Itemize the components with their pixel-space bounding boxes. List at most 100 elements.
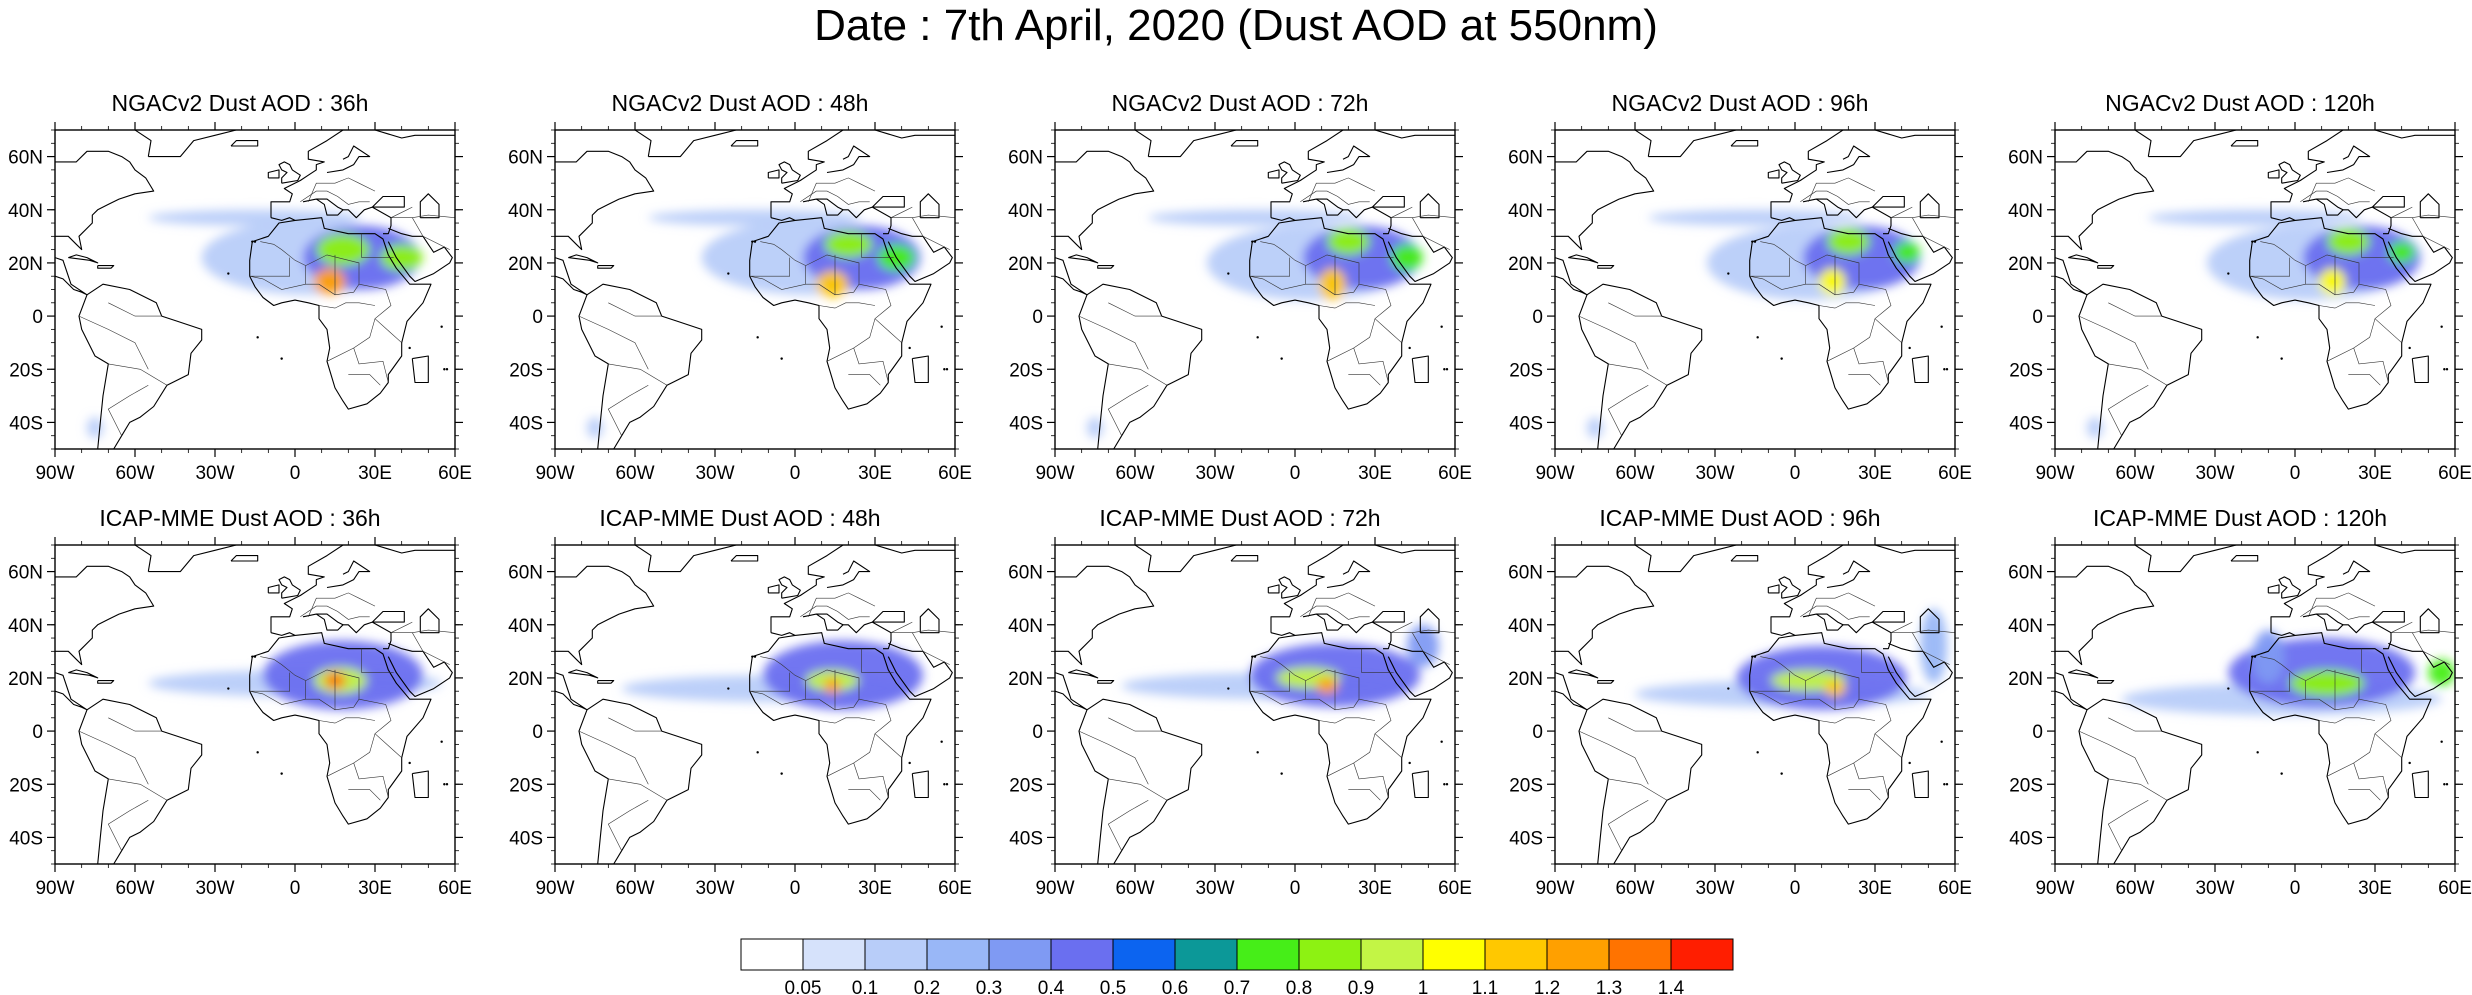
map-panel-ngacv2-48h: NGACv2 Dust AOD : 48h 60N 40N 20N 0 20S 40S 90W… — [508, 90, 972, 510]
lon-label: 90W — [1535, 463, 1574, 484]
panel-title: NGACv2 Dust AOD : 96h — [1611, 90, 1869, 116]
lat-label: 40N — [2008, 201, 2043, 222]
dust-plume — [1819, 268, 1846, 295]
lon-label: 60E — [938, 463, 972, 484]
map-panel-icap-mme-72h: ICAP-MME Dust AOD : 72h 60N 40N 20N 0 20S 40S 9… — [1008, 505, 1472, 925]
colorbar-label: 0.9 — [1348, 978, 1374, 995]
lat-label: 20N — [1008, 669, 1043, 690]
colorbar-label: 0.4 — [1038, 978, 1065, 995]
coastlines — [555, 545, 955, 864]
map-svg: 60N 40N 20N 0 20S 40S 90W 60W 30W 0 30E 60E — [508, 537, 972, 899]
colorbar-label: 0.6 — [1162, 978, 1188, 995]
lon-label: 30E — [358, 463, 392, 484]
map-svg: 60N 40N 20N 0 20S 40S 90W 60W 30W 0 30E 60E — [1008, 122, 1472, 484]
dust-plume — [824, 677, 841, 694]
lat-label: 0 — [2032, 307, 2043, 328]
lat-label: 60N — [8, 563, 43, 584]
lon-label: 60W — [1115, 878, 1154, 899]
panel-title: ICAP-MME Dust AOD : 72h — [1099, 505, 1381, 531]
colorbar-swatch — [1360, 938, 1424, 971]
lat-label: 40N — [8, 201, 43, 222]
dust-plume — [1391, 244, 1423, 271]
dust-plume — [2148, 209, 2362, 226]
lat-label: 40S — [509, 413, 543, 434]
lat-label: 60N — [508, 563, 543, 584]
lat-label: 20S — [2009, 360, 2043, 381]
lat-label: 40S — [2009, 828, 2043, 849]
colorbar-swatch — [1546, 938, 1610, 971]
lon-label: 30W — [195, 463, 234, 484]
dust-aod-field — [2121, 630, 2455, 716]
colorbar-swatch — [1112, 938, 1176, 971]
lon-label: 90W — [2035, 463, 2074, 484]
dust-plume — [380, 244, 423, 271]
lat-label: 0 — [1532, 722, 1543, 743]
lat-label: 0 — [532, 307, 543, 328]
lat-label: 20N — [2008, 254, 2043, 275]
lon-label: 30W — [1195, 878, 1234, 899]
map-svg: 60N 40N 20N 0 20S 40S 90W 60W 30W 0 30E 60E — [2008, 537, 2472, 899]
figure-title: Date : 7th April, 2020 (Dust AOD at 550n… — [814, 1, 1658, 50]
lon-label: 0 — [790, 463, 801, 484]
lon-label: 30W — [2195, 878, 2234, 899]
dust-plume — [2388, 241, 2415, 263]
lat-label: 20N — [1008, 254, 1043, 275]
colorbar-label: 0.05 — [785, 978, 822, 995]
coastlines — [55, 545, 455, 864]
colorbar-swatch — [1298, 938, 1362, 971]
dust-plume — [1407, 624, 1439, 668]
lat-label: 0 — [532, 722, 543, 743]
lon-label: 0 — [290, 878, 301, 899]
lat-label: 60N — [2008, 148, 2043, 169]
map-panel-icap-mme-96h: ICAP-MME Dust AOD : 96h 60N 40N 20N 0 20S 40S 9… — [1508, 505, 1972, 925]
lat-label: 40S — [1509, 413, 1543, 434]
lat-label: 60N — [508, 148, 543, 169]
lon-label: 30W — [695, 463, 734, 484]
lon-label: 60E — [2438, 463, 2472, 484]
coastlines — [2055, 545, 2455, 864]
dust-plume — [316, 233, 370, 266]
lat-label: 0 — [2032, 722, 2043, 743]
panel-title: ICAP-MME Dust AOD : 120h — [2093, 505, 2387, 531]
lat-label: 40N — [1008, 201, 1043, 222]
colorbar-swatch — [740, 938, 804, 971]
dust-plume — [2327, 228, 2370, 255]
colorbar-swatch — [988, 938, 1052, 971]
map-svg: 60N 40N 20N 0 20S 40S 90W 60W 30W 0 30E 60E — [1008, 537, 1472, 899]
coastlines — [1555, 545, 1955, 864]
lat-label: 0 — [32, 722, 43, 743]
lon-label: 0 — [1290, 463, 1301, 484]
colorbar-label: 1 — [1418, 978, 1429, 995]
colorbar-swatch — [1422, 938, 1486, 971]
lon-label: 60W — [1115, 463, 1154, 484]
panel-title: NGACv2 Dust AOD : 36h — [111, 90, 369, 116]
coastlines — [1555, 130, 1955, 449]
map-svg: 60N 40N 20N 0 20S 40S 90W 60W 30W 0 30E 60E — [1508, 537, 1972, 899]
lat-label: 0 — [32, 307, 43, 328]
panel-title: NGACv2 Dust AOD : 72h — [1111, 90, 1369, 116]
dust-plume — [648, 209, 862, 226]
lat-label: 20S — [509, 775, 543, 796]
lat-label: 20N — [1508, 254, 1543, 275]
lat-label: 40N — [508, 201, 543, 222]
dust-plume — [2252, 630, 2285, 684]
lon-label: 30E — [1858, 463, 1892, 484]
lon-label: 60W — [615, 878, 654, 899]
lon-label: 60E — [1438, 463, 1472, 484]
lat-label: 40S — [9, 828, 43, 849]
dust-plume — [2319, 268, 2346, 295]
lon-label: 0 — [2290, 878, 2301, 899]
colorbar-label: 0.3 — [976, 978, 1002, 995]
colorbar-swatch — [802, 938, 866, 971]
lon-label: 90W — [35, 463, 74, 484]
lon-label: 60E — [438, 463, 472, 484]
lat-label: 40N — [8, 616, 43, 637]
dust-aod-field — [148, 640, 442, 710]
panel-title: ICAP-MME Dust AOD : 48h — [599, 505, 881, 531]
lon-label: 30W — [2195, 463, 2234, 484]
dust-plume — [1319, 268, 1346, 301]
lat-label: 20S — [1509, 775, 1543, 796]
dust-plume — [1648, 209, 1862, 226]
lon-label: 90W — [535, 463, 574, 484]
